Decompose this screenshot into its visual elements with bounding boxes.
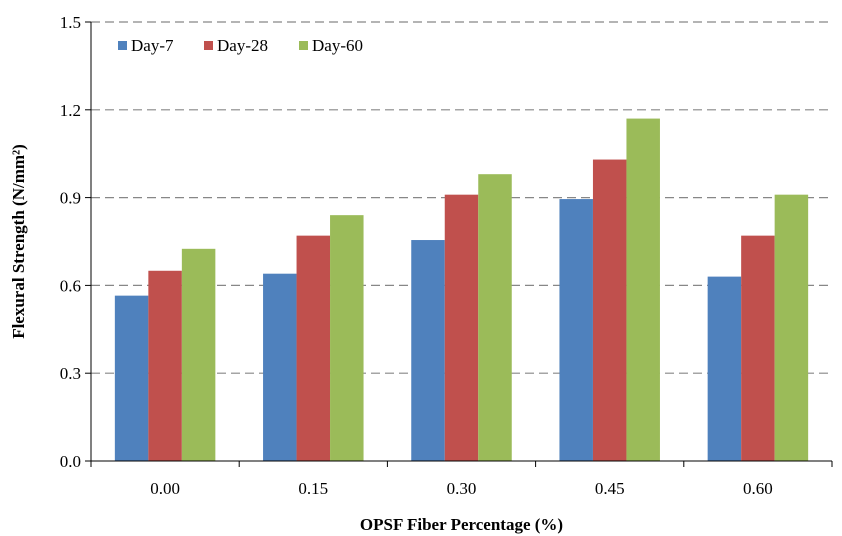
x-tick-label: 0.60 (743, 479, 773, 498)
legend-label-day-28: Day-28 (217, 36, 268, 55)
bar-day-28-0.45 (592, 159, 627, 461)
bar-day-7-0.15 (263, 273, 297, 461)
bar-day-60-0.15 (330, 215, 364, 461)
x-tick-labels: 0.00 0.15 0.30 0.45 0.60 (150, 479, 773, 498)
y-tick-label: 0.3 (60, 364, 81, 383)
y-tick-label: 1.5 (60, 13, 81, 32)
bar-day-7-0.45 (559, 199, 593, 461)
x-axis-title: OPSF Fiber Percentage (%) (360, 515, 563, 534)
legend: Day-7 Day-28 Day-60 (118, 36, 363, 55)
y-tick-label: 0.9 (60, 189, 81, 208)
bar-day-7-0.00 (114, 295, 149, 461)
legend-label-day-60: Day-60 (312, 36, 363, 55)
bar-day-60-0.60 (774, 194, 809, 461)
y-tick-label: 0.6 (60, 276, 81, 295)
bars (114, 118, 809, 462)
bar-day-60-0.00 (181, 248, 216, 461)
x-tick-label: 0.00 (150, 479, 180, 498)
x-tick-label: 0.15 (298, 479, 328, 498)
bar-day-7-0.30 (411, 240, 445, 461)
legend-swatch-day-60 (299, 41, 308, 50)
legend-swatch-day-7 (118, 41, 127, 50)
y-tick-label: 0.0 (60, 452, 81, 471)
x-tick-label: 0.45 (595, 479, 625, 498)
bar-day-28-0.00 (148, 270, 182, 461)
axes (90, 22, 833, 467)
bar-day-60-0.30 (478, 174, 512, 462)
bar-day-28-0.60 (741, 235, 775, 461)
bar-day-28-0.30 (444, 194, 479, 461)
x-tick-label: 0.30 (447, 479, 477, 498)
bar-day-28-0.15 (296, 235, 331, 461)
legend-label-day-7: Day-7 (131, 36, 174, 55)
y-axis-title: Flexural Strength (N/mm²) (9, 144, 28, 339)
legend-swatch-day-28 (204, 41, 213, 50)
bar-day-60-0.45 (626, 118, 660, 461)
y-tick-labels: 0.0 0.3 0.6 0.9 1.2 1.5 (60, 13, 81, 471)
y-tick-label: 1.2 (60, 101, 81, 120)
bar-day-7-0.60 (707, 276, 742, 461)
